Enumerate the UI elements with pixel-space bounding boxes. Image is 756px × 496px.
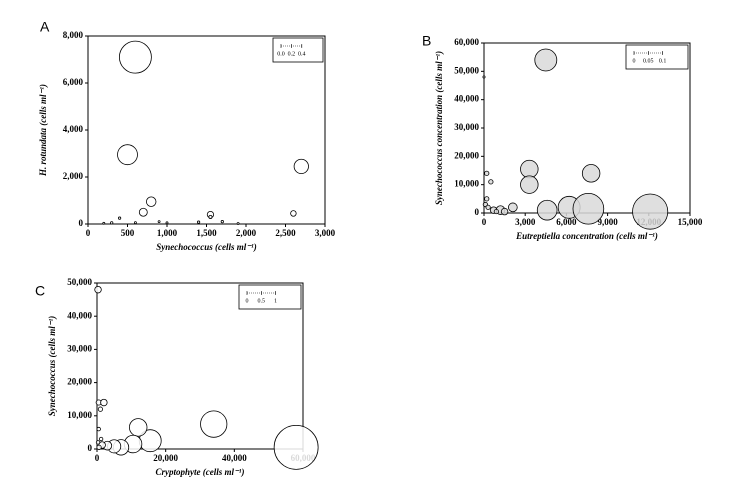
y-tick-label: 20,000 <box>454 150 479 160</box>
x-tick-label: 0 <box>482 217 487 227</box>
y-tick-label: 8,000 <box>63 30 84 40</box>
bubble <box>200 410 228 438</box>
bubble <box>581 164 601 183</box>
x-tick-label: 3,000 <box>515 217 536 227</box>
bubble <box>100 398 108 407</box>
y-tick-label: 30,000 <box>67 343 92 353</box>
x-tick-label: 2,500 <box>275 228 296 238</box>
x-tick-label: 6,000 <box>556 217 577 227</box>
bubble <box>482 75 486 79</box>
y-tick-label: 60,000 <box>454 37 479 47</box>
bubble <box>110 221 114 225</box>
bubble <box>128 418 148 437</box>
bubble <box>536 199 558 221</box>
size-tick-label: 0.5 <box>258 298 266 304</box>
bubble <box>102 221 106 225</box>
bubble <box>500 207 509 216</box>
bubble <box>220 220 224 224</box>
x-tick-label: 15,000 <box>678 217 703 227</box>
bubble <box>488 179 494 185</box>
plot-frame <box>96 282 304 450</box>
bubble <box>97 406 104 412</box>
x-tick-label: 9,000 <box>597 217 618 227</box>
size-tick-label: 0 <box>246 298 249 304</box>
bubble <box>118 40 152 74</box>
y-axis-label: Synechococcus concentration (cells ml⁻¹) <box>434 51 444 205</box>
y-axis-label: Synechococcus (cells ml⁻¹) <box>47 316 57 416</box>
bubble <box>236 222 240 225</box>
bubble <box>118 216 122 220</box>
size-tick-label: 1 <box>274 298 277 304</box>
size-legend-box <box>272 37 324 63</box>
bubble <box>484 196 490 202</box>
y-tick-label: 10,000 <box>67 410 92 420</box>
bubble <box>520 175 539 194</box>
y-tick-label: 40,000 <box>454 94 479 104</box>
y-tick-label: 4,000 <box>63 124 84 134</box>
x-axis-label: Synechococcus (cells ml⁻¹) <box>156 242 256 252</box>
bubble <box>145 196 157 207</box>
y-tick-label: 20,000 <box>67 377 92 387</box>
bubble <box>98 436 104 442</box>
size-tick-label: 0 <box>633 58 636 64</box>
bubble <box>632 193 669 230</box>
y-tick-label: 0 <box>475 207 480 217</box>
size-tick-label: 0.0 <box>277 51 285 57</box>
x-tick-label: 1,500 <box>196 228 217 238</box>
bubble <box>493 208 499 215</box>
x-tick-label: 20,000 <box>153 453 178 463</box>
bubble <box>208 214 213 219</box>
bubble <box>485 204 491 210</box>
bubble <box>165 221 169 225</box>
bubble <box>95 440 101 445</box>
y-tick-label: 2,000 <box>63 171 84 181</box>
bubble <box>117 144 138 166</box>
x-tick-label: 2,000 <box>236 228 257 238</box>
y-tick-label: 40,000 <box>67 310 92 320</box>
bubble <box>138 207 148 217</box>
x-tick-label: 0 <box>86 228 91 238</box>
bubble <box>572 192 605 225</box>
bubble <box>520 159 539 179</box>
panel-label: A <box>40 19 50 35</box>
bubble <box>290 210 297 217</box>
panel-label: B <box>422 33 431 49</box>
y-axis-label: H. rotundata (cells ml⁻¹) <box>38 84 48 177</box>
x-tick-label: 3,000 <box>315 228 336 238</box>
bubble <box>96 426 101 432</box>
size-tick-label: 0.2 <box>288 51 296 57</box>
x-tick-label: 40,000 <box>222 453 247 463</box>
x-tick-label: 0 <box>95 453 100 463</box>
x-tick-label: 500 <box>121 228 135 238</box>
y-tick-label: 0 <box>79 218 84 228</box>
panel-label: C <box>35 283 45 299</box>
y-tick-label: 0 <box>88 443 93 453</box>
y-tick-label: 30,000 <box>454 122 479 132</box>
y-tick-label: 50,000 <box>67 277 92 287</box>
size-legend-box <box>238 284 302 310</box>
bubble <box>157 220 161 224</box>
bubble <box>273 424 319 470</box>
bubble <box>534 48 558 72</box>
size-legend-box <box>625 44 689 70</box>
bubble <box>96 444 102 450</box>
y-tick-label: 6,000 <box>63 77 84 87</box>
bubble <box>484 170 490 176</box>
y-tick-label: 50,000 <box>454 65 479 75</box>
x-axis-label: Cryptophyte (cells ml⁻¹) <box>156 467 245 477</box>
x-tick-label: 1,000 <box>157 228 178 238</box>
x-axis-label: Eutreptiella concentration (cells ml⁻¹) <box>515 231 658 241</box>
bubble <box>508 202 518 213</box>
bubble <box>94 285 102 294</box>
size-tick-label: 0.4 <box>298 51 306 57</box>
size-tick-label: 0.1 <box>659 58 667 64</box>
bubble <box>293 158 309 175</box>
bubble <box>133 221 137 224</box>
bubble <box>197 220 201 224</box>
size-tick-label: 0.05 <box>643 58 654 64</box>
y-tick-label: 10,000 <box>454 179 479 189</box>
